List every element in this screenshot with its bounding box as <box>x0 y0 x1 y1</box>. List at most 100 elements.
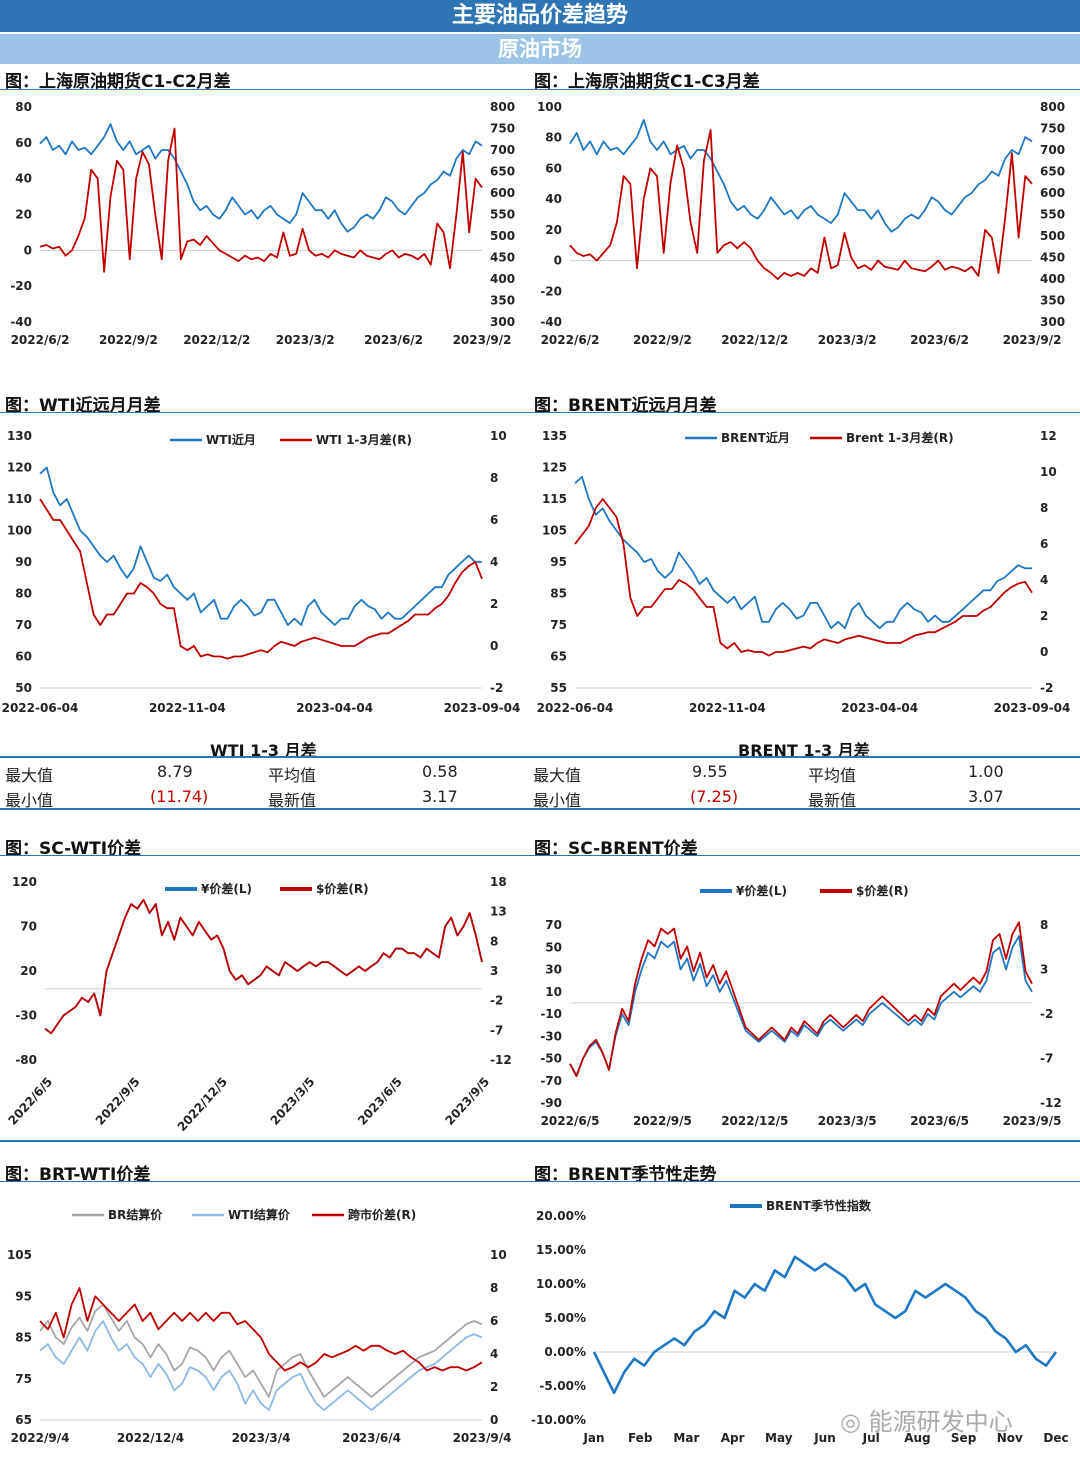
chart-title-c3: 图：WTI近远月月差 <box>5 396 161 416</box>
y-tick-label: 110 <box>7 492 32 506</box>
y-tick-label: 85 <box>15 1331 32 1345</box>
x-tick-label: 2023-09-04 <box>444 701 521 715</box>
y-tick-label: 60 <box>545 161 562 175</box>
y-tick-label: -70 <box>540 1074 562 1088</box>
y2-tick-label: 400 <box>490 272 515 286</box>
y-tick-label: 100 <box>7 524 32 538</box>
x-tick-label: 2023-09-04 <box>994 701 1071 715</box>
series-line-2 <box>44 898 483 1035</box>
y-tick-label: 65 <box>550 650 567 664</box>
x-tick-label: 2023/3/4 <box>232 1431 291 1445</box>
chart-title-c6: 图：SC-BRENT价差 <box>534 839 698 859</box>
y2-tick-label: 8 <box>490 934 498 948</box>
y2-tick-label: 600 <box>1040 186 1065 200</box>
series-line-1 <box>569 935 1033 1077</box>
series-line-2 <box>569 129 1033 280</box>
y-tick-label: 0 <box>554 254 562 268</box>
y-tick-label: 130 <box>7 429 32 443</box>
y2-tick-label: 350 <box>490 294 515 308</box>
divider <box>0 1181 1080 1182</box>
y2-tick-label: -12 <box>490 1053 512 1067</box>
y-tick-label: -80 <box>15 1053 37 1067</box>
y2-tick-label: 500 <box>1040 229 1065 243</box>
y-tick-label: -90 <box>540 1096 562 1110</box>
y-tick-label: 5.00% <box>544 1311 586 1325</box>
x-tick-label: 2023/6/5 <box>910 1114 969 1128</box>
y2-tick-label: 3 <box>1040 963 1048 977</box>
y-tick-label: -5.00% <box>539 1379 586 1393</box>
y2-tick-label: 8 <box>1040 918 1048 932</box>
x-tick-label: 2022/12/5 <box>175 1075 230 1134</box>
chart-title-c7: 图：BRT-WTI价差 <box>5 1165 151 1185</box>
y2-tick-label: 6 <box>1040 537 1048 551</box>
chart-title-c2: 图：上海原油期货C1-C3月差 <box>534 72 760 92</box>
y-tick-label: -10.00% <box>531 1413 586 1427</box>
legend-label: $价差(R) <box>316 881 369 896</box>
y2-tick-label: -7 <box>1040 1052 1053 1066</box>
y2-tick-label: 600 <box>490 186 515 200</box>
y-tick-label: 20.00% <box>536 1209 586 1223</box>
chart-c6: -90 -70 -50 -30 -10 10 30 50 70 -12 -7 -2 3 8 2022/6/5… <box>540 883 1061 1128</box>
y-tick-label: 85 <box>550 587 567 601</box>
y-tick-label: 0 <box>24 243 32 257</box>
legend-label: WTI结算价 <box>228 1207 291 1222</box>
subtitle: 原油市场 <box>498 37 582 61</box>
y2-tick-label: 350 <box>1040 294 1065 308</box>
legend-label: 跨市价差(R) <box>348 1207 416 1222</box>
y2-tick-label: 10 <box>1040 465 1057 479</box>
x-tick-label: 2022/6/2 <box>541 333 600 347</box>
series-line-1 <box>569 118 1033 233</box>
x-tick-label: 2023/9/2 <box>1003 333 1062 347</box>
y-tick-label: 70 <box>15 618 32 632</box>
x-tick-label: May <box>765 1431 793 1445</box>
x-tick-label: 2022/9/4 <box>11 1431 70 1445</box>
y-tick-label: 75 <box>15 1372 32 1386</box>
y-tick-label: 135 <box>542 429 567 443</box>
brent-latest-value: 3.07 <box>968 787 1004 806</box>
brent-max-label: 最大值 <box>533 766 582 785</box>
x-tick-label: 2023/3/2 <box>818 333 877 347</box>
y-tick-label: -10 <box>540 1007 562 1021</box>
chart-c4: 55 65 75 85 95 105 115 125 135 -2 0 2 4 6 8 10 12 2022-06… <box>537 429 1071 715</box>
y2-tick-label: 2 <box>1040 609 1048 623</box>
y-tick-label: 40 <box>15 172 32 186</box>
y2-tick-label: 4 <box>490 1347 498 1361</box>
x-tick-label: Feb <box>628 1431 653 1445</box>
x-tick-label: Apr <box>721 1431 745 1445</box>
wti-avg-label: 平均值 <box>268 766 317 785</box>
x-tick-label: 2023/9/4 <box>453 1431 512 1445</box>
x-tick-label: 2022/9/2 <box>633 333 692 347</box>
main-title: 主要油品价差趋势 <box>451 3 628 28</box>
y-tick-label: -40 <box>10 315 32 329</box>
y-tick-label: -20 <box>540 284 562 298</box>
y2-tick-label: 750 <box>490 122 515 136</box>
y-tick-label: 60 <box>15 650 32 664</box>
x-tick-label: 2023-04-04 <box>296 701 373 715</box>
x-tick-label: 2022-11-04 <box>689 701 766 715</box>
y2-tick-label: 2 <box>490 597 498 611</box>
y2-tick-label: 0 <box>1040 645 1048 659</box>
wti-min-label: 最小值 <box>5 791 54 810</box>
y2-tick-label: 8 <box>1040 501 1048 515</box>
y-tick-label: 75 <box>550 618 567 632</box>
legend-label: BR结算价 <box>108 1207 163 1222</box>
y2-tick-label: -7 <box>490 1023 503 1037</box>
y2-tick-label: 400 <box>1040 272 1065 286</box>
brent-avg-value: 1.00 <box>968 762 1004 781</box>
x-tick-label: Sep <box>951 1431 977 1445</box>
brent-stats-title: BRENT 1-3 月差 <box>738 741 870 760</box>
series-line-2 <box>569 921 1033 1078</box>
y2-tick-label: 6 <box>490 1314 498 1328</box>
x-tick-label: 2023/9/5 <box>442 1075 492 1128</box>
wti-min-value: (11.74) <box>150 787 209 806</box>
x-tick-label: 2023/3/5 <box>268 1075 318 1128</box>
divider <box>0 855 1080 856</box>
legend-label: $价差(R) <box>856 883 909 898</box>
x-tick-label: 2022/9/5 <box>633 1114 692 1128</box>
y-tick-label: 80 <box>15 587 32 601</box>
y-tick-label: 100 <box>537 100 562 114</box>
legend-label: WTI近月 <box>206 432 256 447</box>
x-tick-label: Jan <box>582 1431 604 1445</box>
x-tick-label: 2023/6/4 <box>342 1431 401 1445</box>
y-tick-label: 105 <box>7 1248 32 1262</box>
